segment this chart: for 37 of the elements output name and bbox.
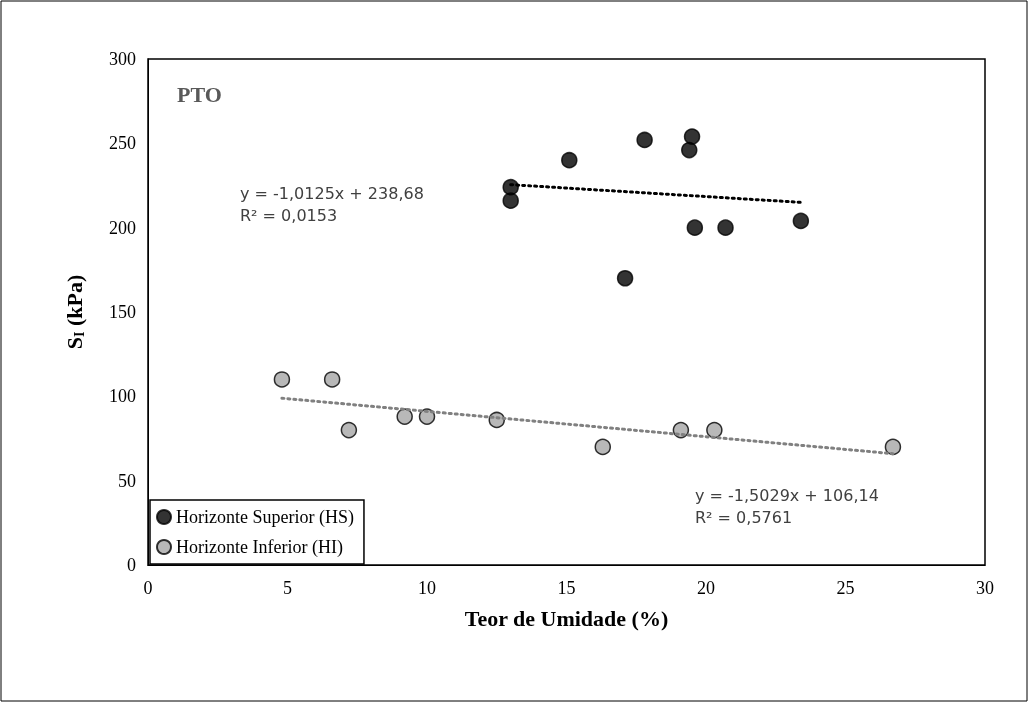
text: PTO [177,81,222,107]
point [502,192,519,209]
x-tick-label: 25 [836,578,855,598]
point [594,438,612,456]
point [636,131,653,149]
y-tick-label: 300 [109,49,136,69]
point [686,219,704,236]
x-axis-title: Teor de Umidade (%) [464,605,669,631]
annotation: y = -1,0125x + 238,68 R² = 0,0153 [240,183,424,225]
y-tick-label: 100 [109,386,136,407]
y-tick-label: 150 [109,302,136,322]
legend-label: Horizonte Superior (HS) [176,507,354,528]
legend-label: Horizonte Inferior (HI) [176,537,343,558]
point [396,408,413,425]
point [884,438,902,456]
y-tick-label: 250 [109,133,136,154]
x-tick-label: 30 [976,578,994,598]
annotation: y = -1,5029x + 106,14 R² = 0,5761 [695,485,879,527]
y-tick-label: 200 [109,217,136,238]
point [323,371,341,388]
x-tick-label: 0 [143,578,153,598]
y-tick-label: 0 [127,555,136,575]
x-tick-label: 10 [418,578,436,598]
point [717,219,734,236]
point [706,421,723,439]
y-axis-title: SI (kPa) [61,274,87,350]
point [340,421,358,439]
point [273,371,291,388]
y-tick-label: 50 [118,470,136,491]
point [616,270,634,287]
point [792,212,810,230]
x-tick-label: 5 [283,578,292,598]
x-tick-label: 15 [557,578,576,598]
point [681,141,698,159]
point [683,128,701,145]
x-tick-label: 20 [697,578,715,598]
point [561,151,578,169]
